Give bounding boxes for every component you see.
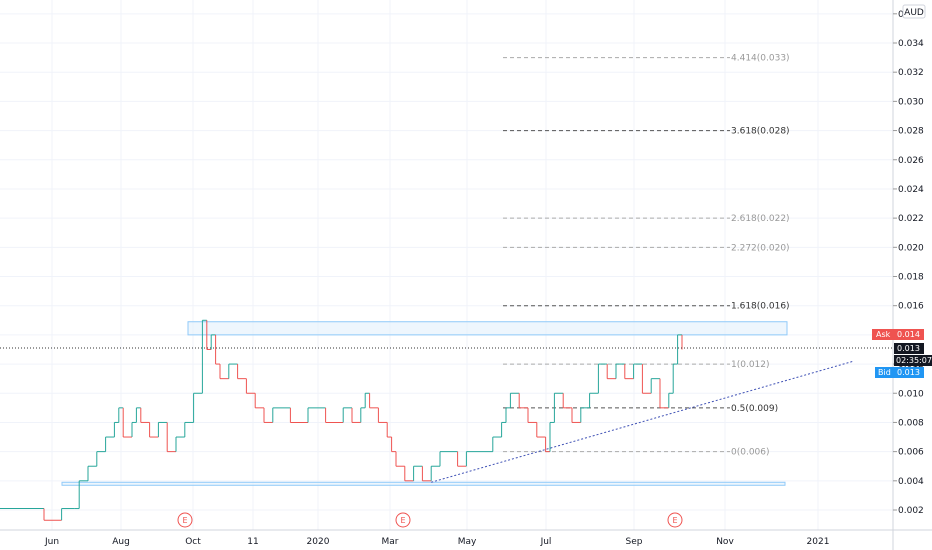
countdown-value: 02:35:07 [896,356,932,365]
fibonacci-extension: 0(0.006) 0.5(0.009) 1(0.012) 1.618(0.016) 2.… [503,54,790,458]
price-tick-label: 0.026 [898,156,924,166]
ascending-trendline[interactable] [431,360,854,483]
price-series [0,319,683,521]
earnings-marker[interactable] [667,512,683,528]
time-tick-label: May [458,537,477,547]
price-tick-label: 0.016 [898,302,924,312]
fib-level-label: 0.5(0.009) [731,404,778,414]
price-tick-label: 0.004 [898,477,924,487]
fib-level-label: 2.618(0.022) [731,214,790,224]
trendline[interactable] [431,360,854,483]
price-tick-label: 0.034 [898,39,924,49]
price-tick-label: 0.022 [898,214,924,224]
price-tick-label: 0.008 [898,418,924,428]
ask-value: 0.014 [897,330,920,339]
earnings-marker[interactable] [395,512,411,528]
bid-label: Bid [878,368,891,377]
last-price-value: 0.013 [897,344,920,353]
ask-label: Ask [876,330,891,339]
grid-lines [0,0,893,530]
bid-label-badge [875,367,894,378]
ask-value-badge [894,329,924,340]
price-tick-label: 0.028 [898,127,924,137]
price-zones [61,321,788,486]
resistance-zone[interactable] [187,321,788,336]
price-tick-label: 0.032 [898,68,924,78]
fib-level-label: 3.618(0.028) [731,127,790,137]
time-tick-label: 11 [247,537,258,547]
time-tick-label: Oct [185,537,201,547]
time-tick-label: Mar [382,537,399,547]
time-tick-label: Jul [540,537,552,547]
price-tick-label: 0.030 [898,97,924,107]
countdown-badge [894,355,932,366]
time-axis[interactable]: Jun Aug Oct 11 2020 Mar May Jul Sep Nov 2021 [44,537,829,547]
fib-level-label: 1.618(0.016) [731,302,790,312]
fib-level-label: 0(0.006) [731,448,770,458]
bid-value: 0.013 [897,368,920,377]
price-tick-label: 0.010 [898,389,924,399]
earnings-marker-label: E [672,516,677,525]
time-tick-label: 2020 [307,537,330,547]
time-tick-label: Nov [716,537,734,547]
time-tick-label: Sep [626,537,643,547]
price-tick-label: 0.006 [898,448,924,458]
quote-badges: Ask 0.014 0.013 02:35:07 Bid 0.013 [872,329,932,378]
ask-label-badge [872,329,894,340]
price-tick-label: 0.020 [898,243,924,253]
fib-level-label: 1(0.012) [731,360,770,370]
currency-badge[interactable] [902,4,926,19]
bid-value-badge [894,367,924,378]
price-tick-label: 0.002 [898,506,924,516]
earnings-marker-label: E [400,516,405,525]
price-tick-label: 0 [898,10,904,20]
price-tick-label: 0.018 [898,273,924,283]
earnings-marker-label: E [182,516,187,525]
currency-label: AUD [904,8,924,18]
time-tick-label: Aug [112,537,130,547]
time-tick-label: 2021 [807,537,830,547]
fib-level-label: 2.272(0.020) [731,243,790,253]
fib-level-label: 4.414(0.033) [731,54,790,64]
earnings-marker[interactable] [177,512,193,528]
time-tick-label: Jun [44,537,59,547]
support-zone[interactable] [61,481,786,486]
price-tick-label: 0.024 [898,185,924,195]
last-price-badge [894,343,924,354]
